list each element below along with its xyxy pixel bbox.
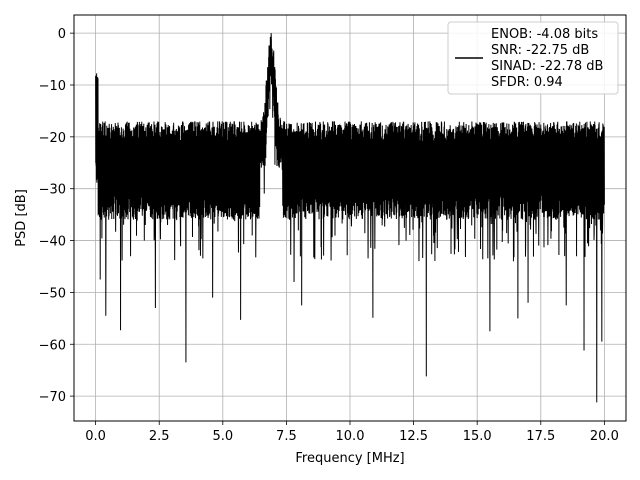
x-tick-label: 10.0 (336, 429, 365, 444)
y-tick-label: −10 (39, 79, 66, 94)
psd-line (95, 33, 605, 403)
legend-sinad: SINAD: -22.78 dB (491, 59, 603, 74)
y-tick-label: −60 (39, 338, 66, 353)
legend-box (447, 21, 619, 95)
x-tick-label: 2.5 (149, 429, 170, 444)
legend-sfdr: SFDR: 0.94 (491, 75, 563, 90)
x-tick-label: 0.0 (85, 429, 106, 444)
x-tick-label: 5.0 (212, 429, 233, 444)
y-tick-label: −40 (39, 235, 66, 250)
x-tick-label: 12.5 (399, 429, 428, 444)
y-tick-label: −50 (39, 286, 66, 301)
x-axis-ticks: 0.0 2.5 5.0 7.5 10.0 12.5 15.0 17.5 20.0 (85, 421, 619, 444)
x-axis-label: Frequency [MHz] (295, 451, 404, 466)
legend-enob: ENOB: -4.08 bits (491, 27, 598, 42)
x-tick-label: 20.0 (590, 429, 619, 444)
x-tick-label: 17.5 (526, 429, 555, 444)
legend: ENOB: -4.08 bits SNR: -22.75 dB SINAD: -… (447, 21, 619, 95)
legend-snr: SNR: -22.75 dB (491, 43, 589, 58)
y-tick-label: −70 (39, 390, 66, 405)
y-axis-label: PSD [dB] (14, 189, 29, 247)
y-tick-label: −30 (39, 183, 66, 198)
y-axis-ticks: 0 −10 −20 −30 −40 −50 −60 −70 (39, 27, 74, 405)
x-tick-label: 7.5 (276, 429, 297, 444)
x-tick-label: 15.0 (463, 429, 492, 444)
y-tick-label: −20 (39, 131, 66, 146)
y-tick-label: 0 (58, 27, 66, 42)
